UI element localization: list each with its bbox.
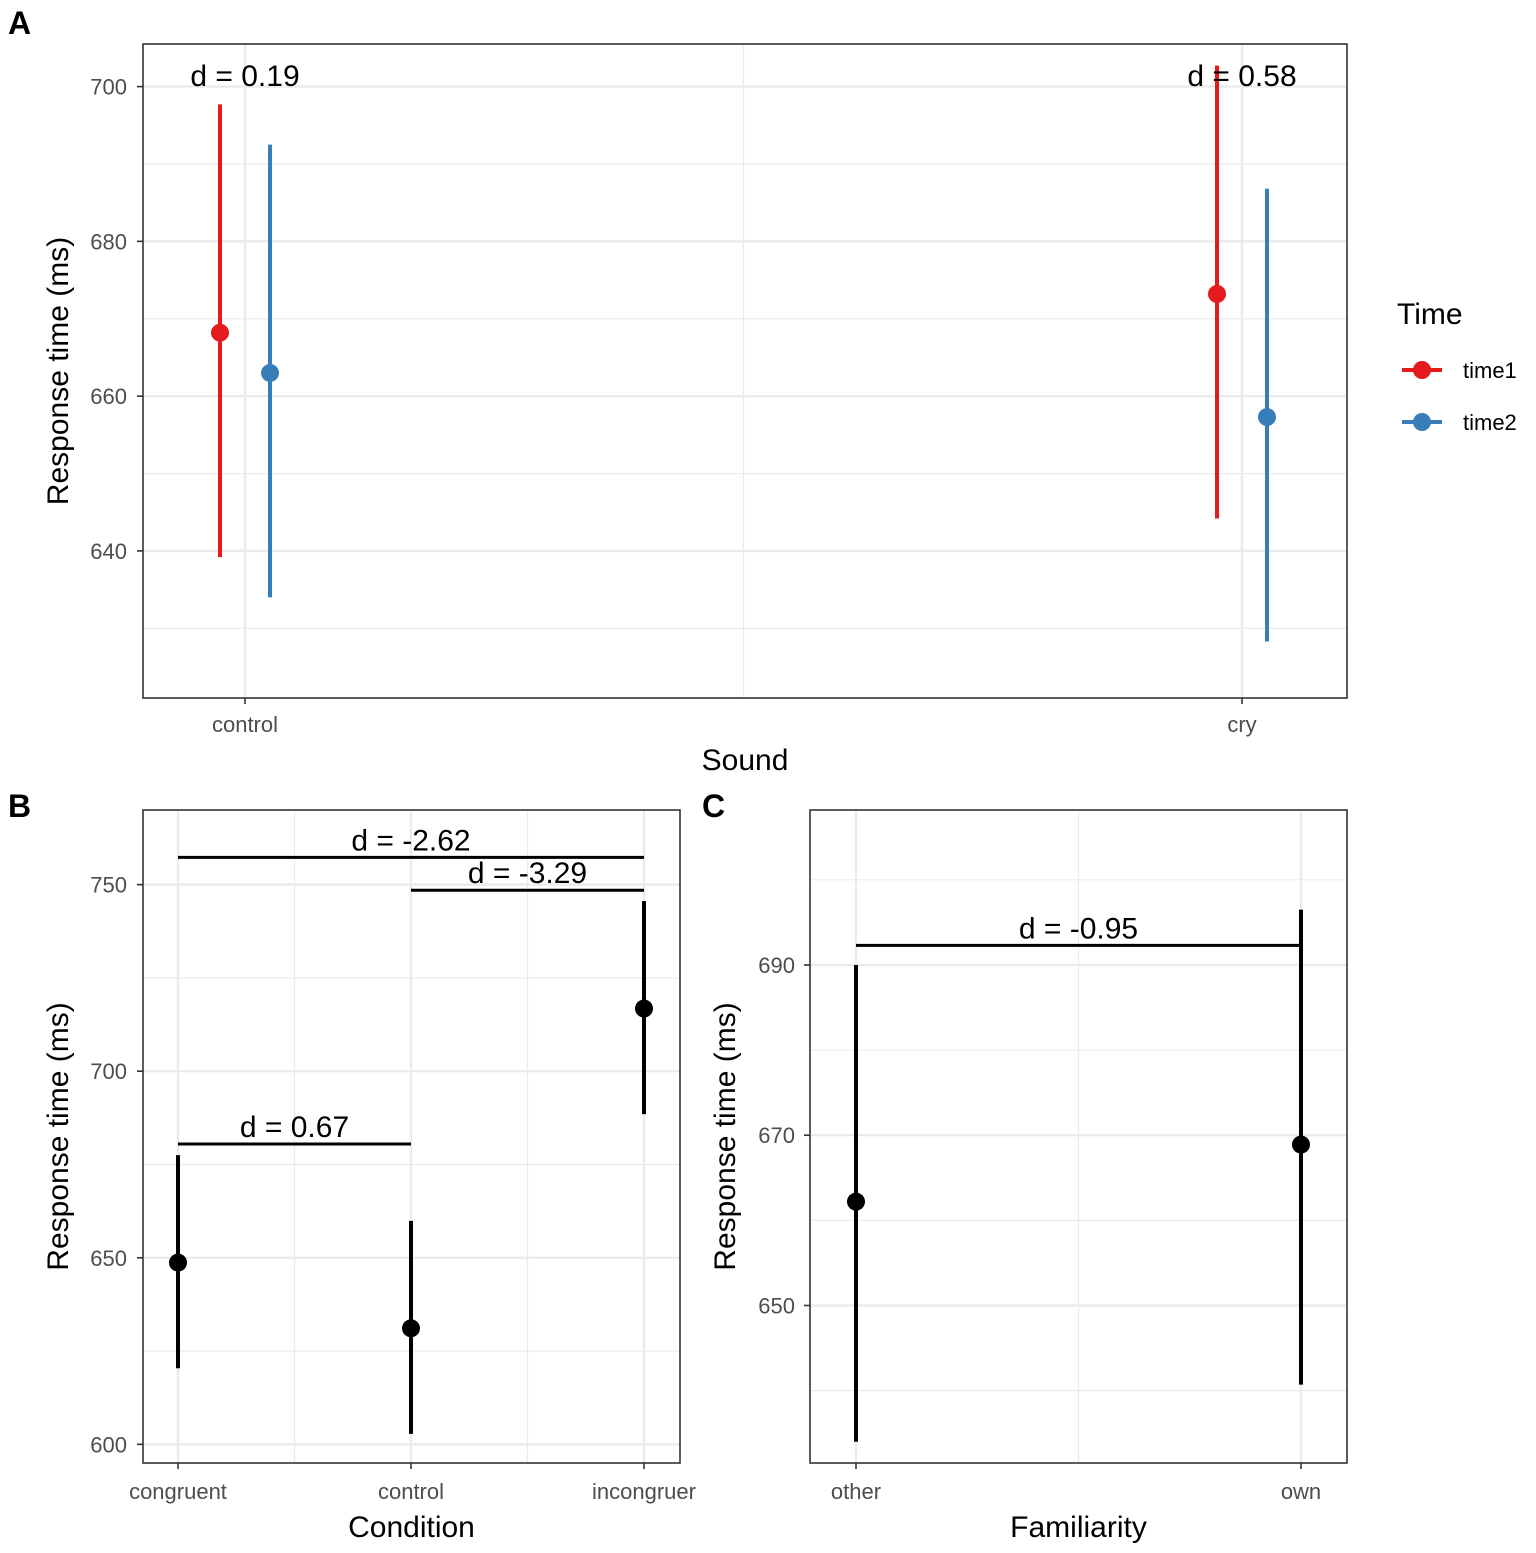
panel-letter: B bbox=[8, 788, 31, 824]
panel-a: A 640 660 680 700 control cry Sound Response tim… bbox=[8, 5, 1517, 777]
y-tick-label: 650 bbox=[90, 1246, 127, 1271]
x-tick-label: control bbox=[212, 712, 278, 737]
legend-label: time2 bbox=[1463, 410, 1517, 435]
plot-frame bbox=[809, 809, 1348, 1464]
x-tick-label: incongruer bbox=[592, 1479, 696, 1504]
y-tick-label: 640 bbox=[90, 539, 127, 564]
data-point bbox=[169, 1253, 187, 1272]
panel-c: C 650 670 690 other own Familiarity Response ti… bbox=[702, 788, 1348, 1544]
x-tick-label: cry bbox=[1227, 712, 1256, 737]
y-axis-title: Response time (ms) bbox=[42, 1002, 75, 1270]
y-tick-label: 700 bbox=[90, 75, 127, 100]
plot-frame bbox=[142, 43, 1348, 699]
panel-letter: A bbox=[8, 5, 31, 41]
effect-size-label: d = 0.19 bbox=[190, 60, 299, 93]
x-axis-title: Condition bbox=[348, 1511, 475, 1544]
legend-label: time1 bbox=[1463, 358, 1517, 383]
y-tick-label: 660 bbox=[90, 384, 127, 409]
effect-size-label: d = -0.95 bbox=[1019, 912, 1138, 945]
x-axis-title: Sound bbox=[702, 744, 789, 777]
y-tick-label: 680 bbox=[90, 229, 127, 254]
y-tick-label: 670 bbox=[758, 1123, 795, 1148]
data-point-time2 bbox=[261, 363, 279, 382]
y-tick-label: 750 bbox=[90, 873, 127, 898]
x-tick-label: other bbox=[831, 1479, 881, 1504]
effect-size-label: d = 0.67 bbox=[240, 1111, 349, 1144]
y-tick-label: 650 bbox=[758, 1293, 795, 1318]
data-point-time1 bbox=[1208, 284, 1226, 303]
effect-size-label: d = -2.62 bbox=[351, 824, 470, 857]
y-axis-title: Response time (ms) bbox=[42, 237, 75, 505]
x-tick-label: control bbox=[378, 1479, 444, 1504]
y-axis-title: Response time (ms) bbox=[709, 1002, 742, 1270]
data-point bbox=[635, 999, 653, 1018]
data-point bbox=[402, 1319, 420, 1338]
y-tick-label: 690 bbox=[758, 953, 795, 978]
y-tick-label: 600 bbox=[90, 1432, 127, 1457]
legend-key-point-time1 bbox=[1413, 361, 1431, 379]
effect-size-label: d = 0.58 bbox=[1187, 60, 1296, 93]
effect-size-label: d = -3.29 bbox=[468, 857, 587, 890]
data-point-time1 bbox=[211, 323, 229, 342]
legend-key-point-time2 bbox=[1413, 413, 1431, 431]
x-axis-title: Familiarity bbox=[1010, 1511, 1147, 1544]
panel-letter: C bbox=[702, 788, 725, 824]
panel-b: B 600 650 700 750 congruent control incongruer C… bbox=[8, 788, 696, 1544]
data-point-time2 bbox=[1258, 408, 1276, 427]
x-tick-label: own bbox=[1281, 1479, 1321, 1504]
legend-title: Time bbox=[1397, 298, 1463, 331]
y-tick-label: 700 bbox=[90, 1059, 127, 1084]
x-tick-label: congruent bbox=[129, 1479, 227, 1504]
data-point bbox=[847, 1192, 865, 1211]
data-point bbox=[1292, 1135, 1310, 1154]
